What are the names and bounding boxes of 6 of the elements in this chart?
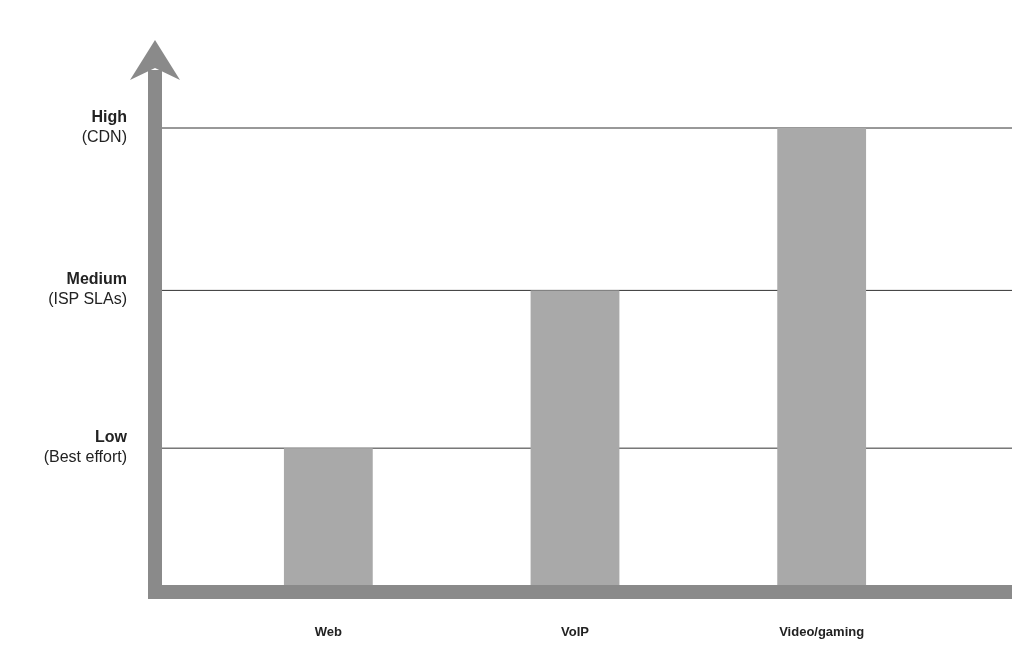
- x-tick-label: Video/gaming: [779, 624, 865, 639]
- ref-line-label: High (CDN): [81, 108, 127, 145]
- x-tick-label: Web: [314, 624, 342, 639]
- x-tick-label: VoIP: [561, 624, 590, 639]
- ref-line-label: Medium (ISP SLAs): [48, 270, 127, 308]
- ref-line-label: Low (Best effort): [43, 428, 128, 466]
